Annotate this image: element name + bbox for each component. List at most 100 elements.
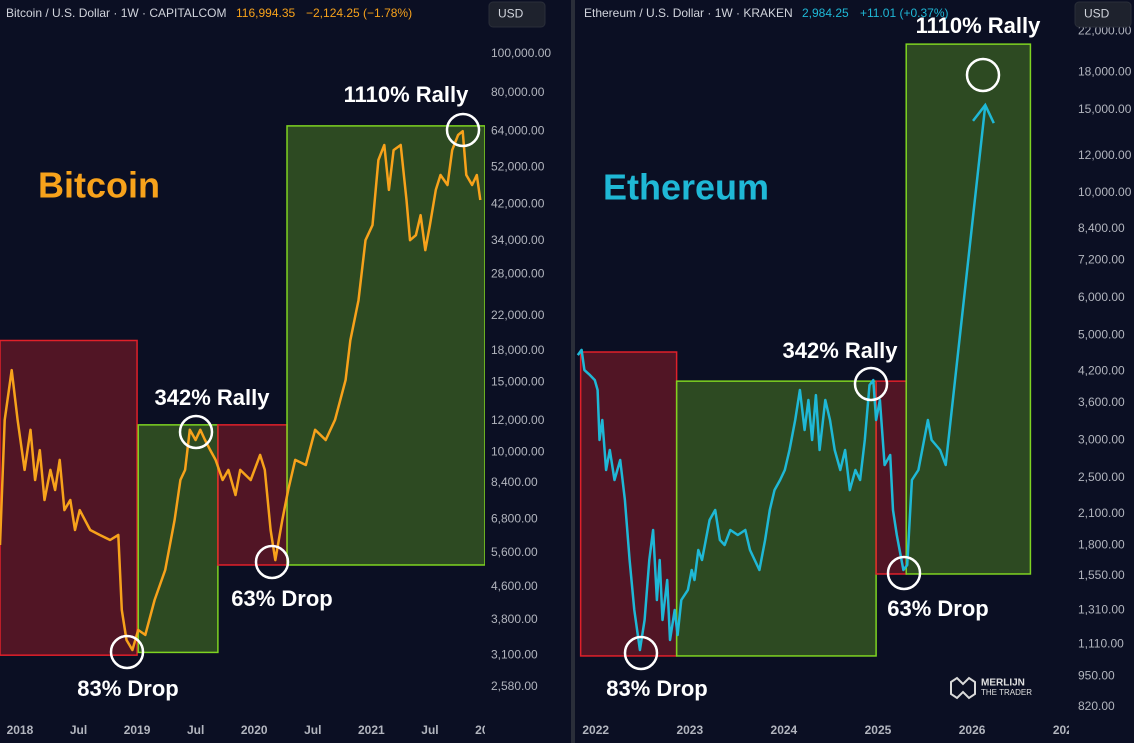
y-tick-label: 10,000.00 xyxy=(1078,185,1132,199)
price-change: +11.01 (+0.37%) xyxy=(860,6,949,20)
y-tick-label: 64,000.00 xyxy=(491,123,545,137)
currency-button xyxy=(488,1,546,28)
y-tick-label: 80,000.00 xyxy=(491,85,545,99)
logo-icon xyxy=(950,676,976,700)
x-tick-label: 2025 xyxy=(865,723,892,737)
chart-panel: Bitcoin2018Jul2019Jul2020Jul2021Jul20223… xyxy=(0,0,571,743)
price-line xyxy=(576,104,987,652)
y-tick-label: 100,000.00 xyxy=(491,46,551,60)
y-tick-label: 28,000.00 xyxy=(491,266,545,280)
panel-content: Bitcoin2018Jul2019Jul2020Jul2021Jul20223… xyxy=(0,0,571,743)
arrow-head xyxy=(972,102,995,124)
annotation: 83% Drop xyxy=(77,676,178,701)
price-axis xyxy=(1069,0,1134,743)
price-zone xyxy=(675,380,877,657)
price-zone xyxy=(905,43,1032,575)
highlight-circle xyxy=(965,57,1001,93)
y-tick-label: 3,600.00 xyxy=(1078,395,1125,409)
x-tick-label: 2022 xyxy=(582,723,609,737)
chart-title: Bitcoin xyxy=(38,165,160,206)
y-tick-label: 52,000.00 xyxy=(491,159,545,173)
y-tick-label: 42,000.00 xyxy=(491,196,545,210)
y-tick-label: 3,800.00 xyxy=(491,612,538,626)
symbol-info: Bitcoin / U.S. Dollar · 1W · CAPITALCOM xyxy=(6,6,226,20)
y-tick-label: 1,310.00 xyxy=(1078,603,1125,617)
highlight-circle xyxy=(445,112,481,148)
last-price: 2,984.25 xyxy=(802,6,849,20)
y-tick-label: 18,000.00 xyxy=(1078,65,1132,79)
x-tick-label: 2019 xyxy=(124,723,151,737)
y-tick-label: 1,550.00 xyxy=(1078,568,1125,582)
y-tick-label: 8,400.00 xyxy=(491,475,538,489)
y-tick-label: 15,000.00 xyxy=(1078,102,1132,116)
y-tick-label: 5,000.00 xyxy=(1078,328,1125,342)
y-tick-label: 34,000.00 xyxy=(491,233,545,247)
y-tick-label: 1,110.00 xyxy=(1078,637,1124,651)
y-tick-label: 6,000.00 xyxy=(1078,290,1125,304)
price-line xyxy=(0,129,482,652)
y-tick-label: 7,200.00 xyxy=(1078,253,1125,267)
x-tick-label: Jul xyxy=(70,723,87,737)
y-tick-label: 1,800.00 xyxy=(1078,537,1125,551)
y-tick-label: 12,000.00 xyxy=(491,413,545,427)
currency-label: USD xyxy=(498,7,524,21)
highlight-circle xyxy=(886,555,922,591)
y-tick-label: 3,100.00 xyxy=(491,647,538,661)
price-change: −2,124.25 (−1.78%) xyxy=(306,6,412,20)
highlight-circle xyxy=(853,366,889,402)
y-tick-label: 10,000.00 xyxy=(491,445,545,459)
logo-tagline: THE TRADER xyxy=(981,688,1032,697)
currency-label: USD xyxy=(1084,7,1110,21)
y-tick-label: 22,000.00 xyxy=(491,308,545,322)
price-zone xyxy=(217,424,288,566)
annotation: 342% Rally xyxy=(155,385,271,410)
chart-title: Ethereum xyxy=(603,167,769,208)
x-tick-label: 2026 xyxy=(959,723,986,737)
y-tick-label: 3,000.00 xyxy=(1078,433,1125,447)
x-tick-label: 2023 xyxy=(676,723,703,737)
y-tick-label: 4,600.00 xyxy=(491,579,538,593)
y-tick-label: 8,400.00 xyxy=(1078,221,1125,235)
y-tick-label: 950.00 xyxy=(1078,669,1115,683)
currency-button xyxy=(1074,1,1132,28)
highlight-circle xyxy=(178,414,214,450)
x-tick-label: Jul xyxy=(421,723,438,737)
y-tick-label: 18,000.00 xyxy=(491,343,545,357)
y-tick-label: 2,500.00 xyxy=(1078,470,1125,484)
y-tick-label: 2,100.00 xyxy=(1078,506,1125,520)
x-tick-label: Jul xyxy=(304,723,321,737)
price-zone xyxy=(0,339,138,656)
price-axis xyxy=(485,0,571,743)
annotation: 63% Drop xyxy=(231,586,332,611)
y-tick-label: 2,580.00 xyxy=(491,679,538,693)
x-tick-label: 2020 xyxy=(241,723,268,737)
logo-name: MERLIJN xyxy=(981,678,1025,689)
highlight-circle xyxy=(254,544,290,580)
symbol-info: Ethereum / U.S. Dollar · 1W · KRAKEN xyxy=(584,6,793,20)
y-tick-label: 5,600.00 xyxy=(491,545,538,559)
highlight-circle xyxy=(109,634,145,670)
price-zone xyxy=(286,125,486,566)
highlight-circle xyxy=(623,635,659,671)
y-tick-label: 15,000.00 xyxy=(491,374,545,388)
panel-separator xyxy=(571,0,575,743)
y-tick-label: 820.00 xyxy=(1078,699,1115,713)
x-tick-label: 2021 xyxy=(358,723,385,737)
y-tick-label: 12,000.00 xyxy=(1078,148,1132,162)
annotation: 1110% Rally xyxy=(344,82,470,107)
annotation: 1110% Rally xyxy=(916,13,1042,38)
x-tick-label: 2018 xyxy=(7,723,34,737)
y-tick-label: 6,800.00 xyxy=(491,511,538,525)
annotation: 342% Rally xyxy=(783,338,899,363)
watermark: MERLIJN THE TRADER xyxy=(950,676,1032,700)
x-tick-label: Jul xyxy=(187,723,204,737)
annotation: 83% Drop xyxy=(606,676,707,701)
y-tick-label: 4,200.00 xyxy=(1078,363,1125,377)
x-tick-label: 2024 xyxy=(771,723,798,737)
annotation: 63% Drop xyxy=(887,596,988,621)
last-price: 116,994.35 xyxy=(236,6,295,20)
